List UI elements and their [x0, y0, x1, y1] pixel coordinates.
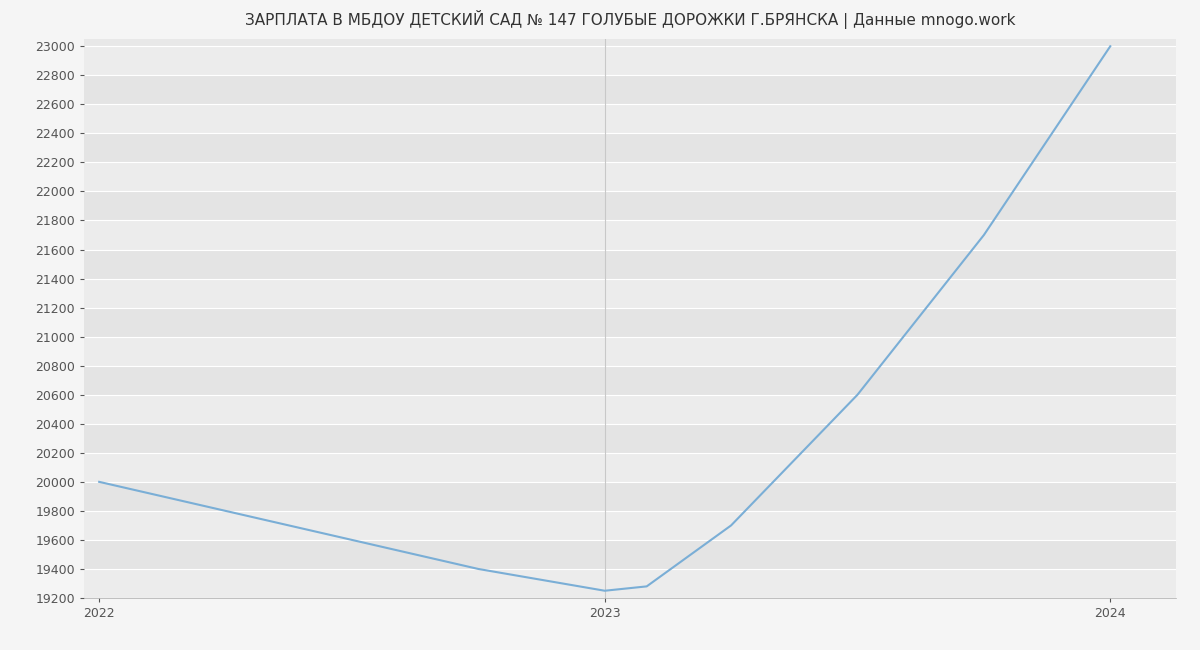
Bar — [84, 279, 1176, 307]
Bar — [84, 337, 1176, 366]
Bar — [84, 453, 1176, 482]
Bar — [84, 192, 1176, 220]
Bar — [84, 46, 1176, 75]
Bar — [84, 220, 1176, 250]
Bar — [84, 540, 1176, 569]
Bar — [84, 424, 1176, 453]
Bar — [84, 569, 1176, 598]
Bar — [84, 75, 1176, 105]
Bar — [84, 250, 1176, 279]
Title: ЗАРПЛАТА В МБДОУ ДЕТСКИЙ САД № 147 ГОЛУБЫЕ ДОРОЖКИ Г.БРЯНСКА | Данные mnogo.work: ЗАРПЛАТА В МБДОУ ДЕТСКИЙ САД № 147 ГОЛУБ… — [245, 10, 1015, 29]
Bar — [84, 307, 1176, 337]
Bar — [84, 162, 1176, 192]
Bar — [84, 133, 1176, 162]
Bar — [84, 482, 1176, 511]
Bar — [84, 366, 1176, 395]
Bar — [84, 395, 1176, 424]
Bar — [84, 511, 1176, 540]
Bar — [84, 105, 1176, 133]
